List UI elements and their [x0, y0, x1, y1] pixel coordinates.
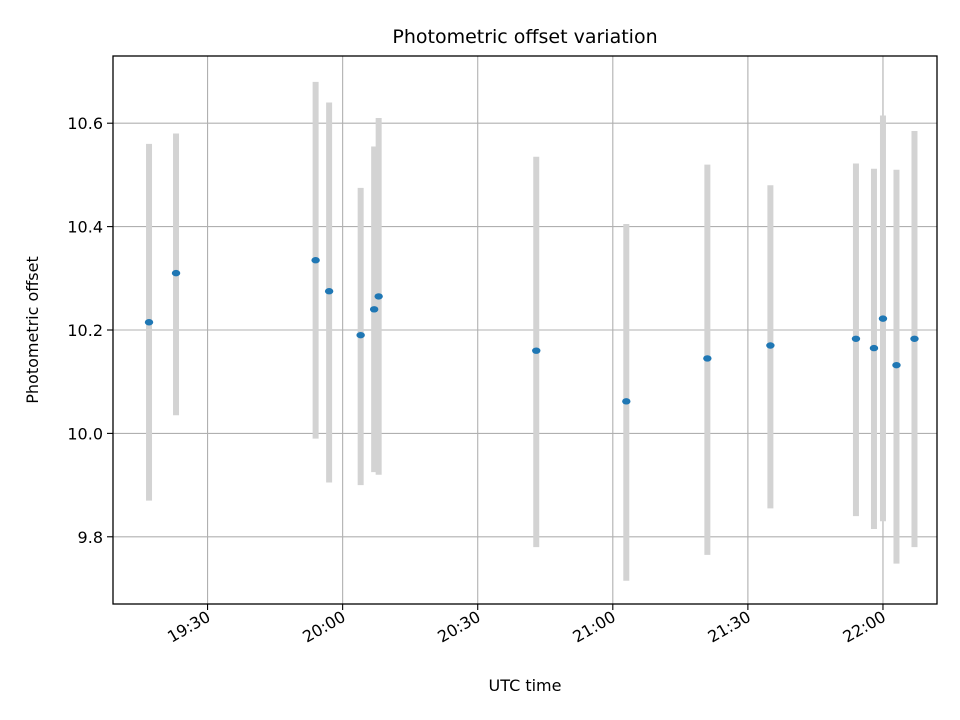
x-tick-label: 21:30 — [704, 607, 753, 647]
data-point — [910, 335, 919, 342]
data-point — [144, 319, 154, 326]
y-tick-label: 9.8 — [78, 528, 103, 547]
x-tick-label: 20:00 — [299, 607, 348, 647]
grid — [113, 56, 937, 604]
x-tick-label: 19:30 — [164, 607, 213, 647]
data-point — [878, 315, 888, 322]
chart-title: Photometric offset variation — [392, 26, 657, 48]
data-point — [766, 342, 775, 349]
data-point — [892, 361, 901, 369]
data-point — [374, 293, 383, 300]
error-bars — [146, 81, 918, 581]
data-point — [851, 335, 861, 342]
y-tick-label: 10.0 — [67, 424, 103, 443]
data-points — [144, 257, 919, 405]
y-tick-label: 10.6 — [67, 114, 103, 133]
data-point — [622, 398, 631, 405]
data-point — [869, 344, 879, 352]
x-axis-label: UTC time — [489, 676, 562, 695]
x-tick-label: 22:00 — [840, 607, 889, 647]
y-axis-label: Photometric offset — [23, 256, 42, 404]
data-point — [369, 306, 379, 313]
data-point — [532, 347, 541, 354]
y-tick-label: 10.4 — [67, 218, 103, 237]
data-point — [324, 288, 334, 295]
data-point — [311, 257, 320, 264]
y-tick-label: 10.2 — [67, 321, 103, 340]
data-point — [171, 269, 181, 277]
x-tick-label: 20:30 — [434, 607, 483, 647]
y-axis-ticks: 9.8 10.0 10.2 10.4 10.6 — [67, 114, 113, 547]
x-axis-ticks: 19:30 20:00 20:30 21:00 21:30 22:00 — [164, 604, 889, 647]
data-point — [703, 355, 712, 362]
x-tick-label: 21:00 — [569, 607, 618, 647]
data-point — [356, 331, 365, 339]
